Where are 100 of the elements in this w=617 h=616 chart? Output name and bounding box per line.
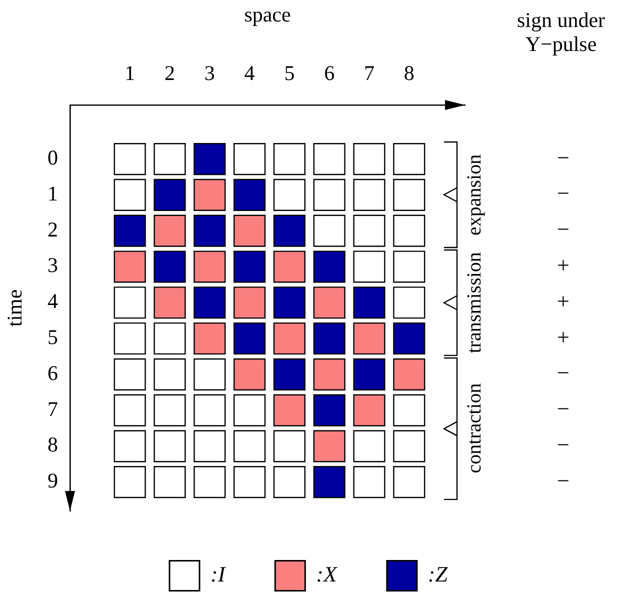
- point: [273, 466, 306, 498]
- y-tick-label: 3: [48, 253, 58, 278]
- point: [313, 250, 346, 283]
- point: [114, 322, 146, 355]
- y-tick-label: 0: [48, 146, 58, 170]
- point: [273, 358, 306, 390]
- category-label: −: [557, 396, 570, 422]
- point: [393, 143, 426, 176]
- y-tick-label: 6: [48, 360, 58, 385]
- point: [194, 250, 226, 283]
- point: [234, 143, 266, 176]
- annotation: transmission: [463, 252, 486, 354]
- x-tick-label: 3: [204, 61, 215, 86]
- point: [154, 250, 186, 283]
- point: [234, 394, 266, 426]
- y-tick-label: 1: [48, 181, 58, 206]
- point: [393, 358, 426, 390]
- category-label: −: [557, 180, 570, 206]
- x-tick-label: 1: [124, 61, 136, 86]
- legend-label: :I: [210, 562, 227, 587]
- point: [393, 394, 426, 426]
- point: [353, 394, 386, 426]
- point: [313, 358, 346, 390]
- y-tick-label: 2: [48, 217, 58, 242]
- point: [234, 466, 266, 498]
- point: [393, 286, 426, 319]
- category-label: −: [557, 432, 570, 457]
- category-label: +: [557, 324, 570, 350]
- category-label: +: [557, 252, 570, 278]
- x-tick-label: 6: [324, 61, 335, 86]
- point: [154, 214, 186, 247]
- point: [234, 322, 266, 355]
- point: [313, 143, 346, 176]
- point: [114, 214, 146, 247]
- point: [313, 286, 346, 319]
- x-tick-label: 4: [244, 61, 256, 86]
- point: [313, 178, 346, 211]
- text: sign under Y−pulse: [516, 8, 606, 56]
- point: [114, 143, 146, 176]
- legend-label: :X: [316, 562, 338, 587]
- point: [194, 143, 226, 176]
- point: [313, 322, 346, 355]
- point: [313, 430, 346, 462]
- y-tick-label: 4: [48, 289, 58, 314]
- point: [154, 430, 186, 462]
- point: [234, 358, 266, 390]
- point: [313, 214, 346, 247]
- point: [154, 322, 186, 355]
- point: [114, 178, 146, 211]
- point: [194, 178, 226, 211]
- point: [273, 214, 306, 247]
- category-label: +: [557, 288, 570, 314]
- point: [154, 143, 186, 176]
- point: [393, 250, 426, 283]
- point: [194, 214, 226, 247]
- point: [154, 178, 186, 211]
- point: [393, 322, 426, 355]
- point: [194, 466, 226, 498]
- point: [353, 322, 386, 355]
- point: [114, 286, 146, 319]
- point: [194, 358, 226, 390]
- point: [273, 286, 306, 319]
- x-axis-title: space: [244, 2, 291, 27]
- point: [273, 178, 306, 211]
- point: [393, 466, 426, 498]
- point: [194, 394, 226, 426]
- point: [313, 394, 346, 426]
- category-label: −: [557, 144, 570, 170]
- point: [353, 286, 386, 319]
- y-tick-label: 9: [48, 468, 58, 493]
- category-label: −: [557, 360, 570, 386]
- category-label: −: [557, 468, 570, 493]
- x-tick-label: 7: [364, 61, 374, 86]
- point: [154, 394, 186, 426]
- y-tick-label: 5: [48, 325, 58, 350]
- point: [353, 178, 386, 211]
- x-tick-label: 2: [164, 61, 175, 86]
- point: [273, 143, 306, 176]
- point: [393, 430, 426, 462]
- point: [234, 430, 266, 462]
- point: [234, 286, 266, 319]
- point: [273, 430, 306, 462]
- y-axis-title: time: [2, 289, 27, 327]
- point: [234, 250, 266, 283]
- point: [114, 430, 146, 462]
- point: [353, 143, 386, 176]
- point: [154, 286, 186, 319]
- point: [353, 430, 386, 462]
- point: [353, 466, 386, 498]
- point: [313, 466, 346, 498]
- point: [194, 322, 226, 355]
- legend-label: :Z: [428, 562, 448, 587]
- point: [353, 250, 386, 283]
- point: [114, 394, 146, 426]
- category-label: −: [557, 216, 570, 242]
- point: [273, 250, 306, 283]
- point: [154, 466, 186, 498]
- y-tick-label: 8: [48, 432, 58, 457]
- point: [154, 358, 186, 390]
- point: [393, 214, 426, 247]
